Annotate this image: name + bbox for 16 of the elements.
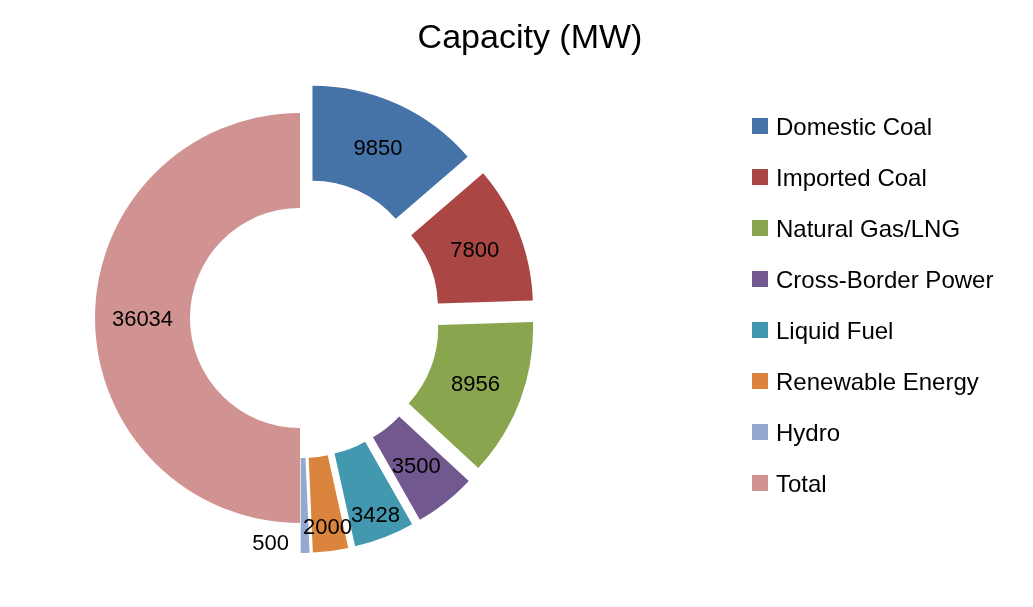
legend-label: Total <box>776 469 827 497</box>
legend-label: Imported Coal <box>776 163 927 191</box>
data-label: 3500 <box>391 452 441 478</box>
data-label: 500 <box>252 529 289 555</box>
data-label: 9850 <box>353 135 403 161</box>
data-label: 7800 <box>450 237 500 263</box>
data-label: 3428 <box>351 501 401 527</box>
data-label: 36034 <box>111 305 174 331</box>
chart-title: Capacity (MW) <box>417 17 643 55</box>
legend-label: Domestic Coal <box>776 112 933 140</box>
legend-label: Liquid Fuel <box>776 316 894 344</box>
legend-label: Hydro <box>776 418 841 446</box>
legend-label: Cross-Border Power <box>776 265 994 293</box>
legend-label: Renewable Energy <box>776 367 979 395</box>
legend-label: Natural Gas/LNG <box>776 214 961 242</box>
data-label: 8956 <box>451 371 501 397</box>
